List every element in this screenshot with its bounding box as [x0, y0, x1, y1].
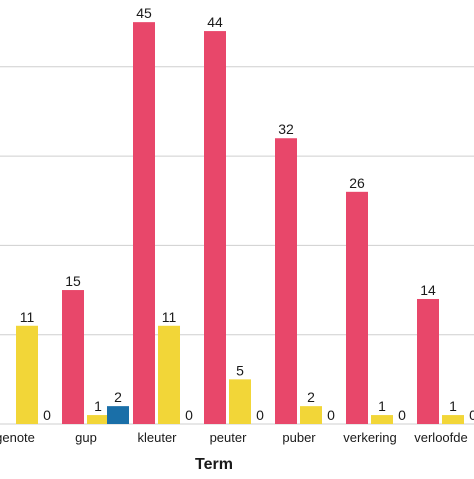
bar	[417, 298, 439, 424]
x-tick-label: peuter	[210, 430, 248, 445]
x-tick-label: gup	[75, 430, 97, 445]
x-tick-label: verkering	[343, 430, 396, 445]
bar	[204, 31, 226, 425]
x-tick-label: verloofde	[414, 430, 467, 445]
data-label: 26	[349, 175, 365, 191]
data-label: 5	[236, 362, 244, 378]
data-label: 2	[307, 389, 315, 405]
data-label: 32	[278, 121, 294, 137]
data-label: 11	[20, 309, 35, 325]
data-label: 1	[449, 398, 457, 414]
data-label: 0	[398, 407, 406, 423]
data-label: 11	[162, 309, 177, 325]
bars	[16, 22, 464, 425]
data-label: 0	[469, 407, 474, 423]
bar	[16, 325, 38, 424]
data-label: 1	[378, 398, 386, 414]
bar	[300, 406, 322, 424]
bar	[87, 415, 109, 424]
bar	[158, 325, 180, 424]
x-axis-title: Term	[195, 456, 233, 473]
data-label: 14	[420, 282, 436, 298]
data-label: 1	[94, 398, 102, 414]
bar	[62, 290, 84, 424]
bar	[133, 22, 155, 425]
x-tick-labels: genote gup kleuter peuter puber verkering verl…	[0, 430, 468, 445]
bar	[107, 406, 129, 424]
data-label: 44	[207, 14, 223, 30]
value-labels: 01101512451104450322026101410	[20, 5, 474, 423]
data-label: 0	[185, 407, 193, 423]
bar	[371, 415, 393, 424]
data-label: 2	[114, 389, 122, 405]
bar	[442, 415, 464, 424]
bar	[275, 138, 297, 425]
bar	[229, 379, 251, 424]
x-tick-label: kleuter	[137, 430, 177, 445]
x-tick-label: genote	[0, 430, 35, 445]
bar	[346, 191, 368, 424]
x-tick-label: puber	[282, 430, 316, 445]
data-label: 0	[256, 407, 264, 423]
data-label: 0	[43, 407, 51, 423]
data-label: 15	[65, 273, 81, 289]
data-label: 45	[136, 5, 152, 21]
data-label: 0	[327, 407, 335, 423]
